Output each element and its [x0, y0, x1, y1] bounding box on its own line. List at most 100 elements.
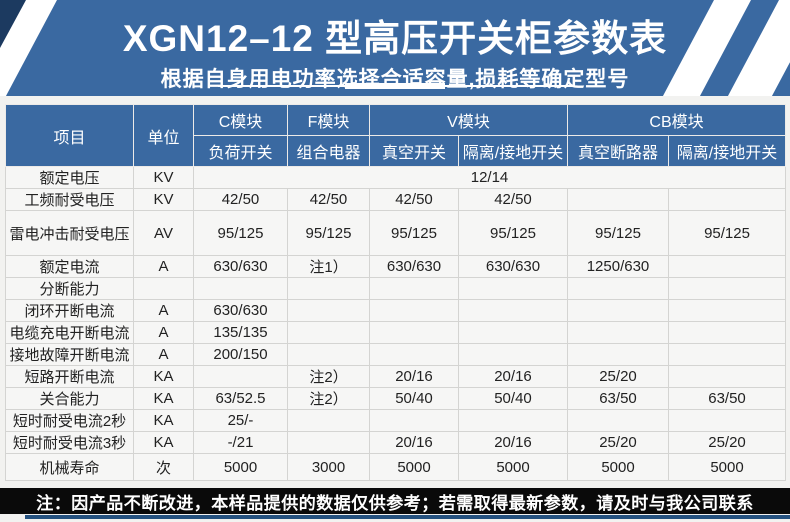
row-label: 闭环开断电流	[5, 299, 134, 322]
row-unit: KA	[133, 431, 194, 454]
table-row: 工频耐受电压 KV 42/50 42/50 42/50 42/50	[5, 188, 787, 211]
row-unit: 次	[133, 453, 194, 481]
cell-value: 42/50	[287, 188, 370, 211]
cell-value	[667, 299, 787, 322]
col-header-vacuum-switch: 真空开关	[369, 135, 459, 167]
cell-value	[567, 299, 669, 322]
cell-value	[287, 431, 370, 454]
table-row: 闭环开断电流 A 630/630	[5, 299, 787, 322]
cell-value	[567, 409, 669, 432]
cell-value: 63/50	[567, 387, 669, 410]
cell-value: 注2）	[287, 365, 370, 388]
col-header-load-switch: 负荷开关	[193, 135, 288, 167]
col-header-cb-isolation-earthing-switch: 隔离/接地开关	[667, 135, 787, 167]
table-row: 分断能力	[5, 277, 787, 300]
cell-value	[567, 277, 669, 300]
cell-value: 25/-	[193, 409, 288, 432]
col-header-v-isolation-earthing-switch: 隔离/接地开关	[458, 135, 568, 167]
row-unit: KA	[133, 365, 194, 388]
row-label: 工频耐受电压	[5, 188, 134, 211]
cell-value: 135/135	[193, 321, 288, 344]
row-label: 电缆充电开断电流	[5, 321, 134, 344]
banner: XGN12–12 型高压开关柜参数表 根据自身用电功率选择合适容量,损耗等确定型…	[0, 0, 790, 96]
cell-value	[667, 343, 787, 366]
page-title: XGN12–12 型高压开关柜参数表	[122, 18, 668, 59]
cell-value: 20/16	[458, 365, 568, 388]
cell-value: 63/52.5	[193, 387, 288, 410]
cell-value	[458, 409, 568, 432]
cell-value	[667, 188, 787, 211]
cell-value	[287, 299, 370, 322]
cell-value	[287, 277, 370, 300]
cell-value	[667, 321, 787, 344]
table-row: 额定电压 KV 12/14	[5, 166, 787, 189]
cell-value: 5000	[667, 453, 787, 481]
table-row: 短时耐受电流3秒 KA -/21 20/16 20/16 25/20 25/20	[5, 431, 787, 454]
cell-value: 630/630	[193, 255, 288, 278]
table-row: 关合能力 KA 63/52.5 注2） 50/40 50/40 63/50 63/50	[5, 387, 787, 410]
cell-value	[667, 365, 787, 388]
row-label: 额定电流	[5, 255, 134, 278]
cell-value	[567, 343, 669, 366]
cell-value: 42/50	[193, 188, 288, 211]
cell-value: 注2）	[287, 387, 370, 410]
row-unit: KA	[133, 409, 194, 432]
table-header: 项目 单位 C模块 F模块 V模块 CB模块 负荷开关 组合电器 真空开关 隔离…	[5, 104, 787, 167]
cell-value: 95/125	[567, 210, 669, 256]
cell-value: 95/125	[193, 210, 288, 256]
cell-value: 95/125	[287, 210, 370, 256]
row-unit: KA	[133, 387, 194, 410]
row-unit: KV	[133, 166, 194, 189]
cell-value: 50/40	[369, 387, 459, 410]
cell-value: 95/125	[369, 210, 459, 256]
cell-value: 5000	[193, 453, 288, 481]
row-unit: AV	[133, 210, 194, 256]
col-header-combined-apparatus: 组合电器	[287, 135, 370, 167]
cell-value: 20/16	[369, 365, 459, 388]
cell-value	[193, 365, 288, 388]
cell-value	[287, 343, 370, 366]
footer-notice-text: 注：因产品不断改进，本样品提供的数据仅供参考；若需取得最新参数，请及时与我公司联…	[36, 493, 754, 513]
table-row: 短时耐受电流2秒 KA 25/-	[5, 409, 787, 432]
row-unit: A	[133, 255, 194, 278]
bottom-accent-line	[25, 515, 790, 519]
row-label: 接地故障开断电流	[5, 343, 134, 366]
col-header-f-module: F模块	[287, 104, 370, 136]
cell-value: 42/50	[369, 188, 459, 211]
parameters-table: 项目 单位 C模块 F模块 V模块 CB模块 负荷开关 组合电器 真空开关 隔离…	[5, 104, 787, 481]
table-row: 接地故障开断电流 A 200/150	[5, 343, 787, 366]
cell-value	[667, 255, 787, 278]
cell-value	[369, 299, 459, 322]
col-header-v-module: V模块	[369, 104, 568, 136]
cell-value: 630/630	[369, 255, 459, 278]
row-label: 额定电压	[5, 166, 134, 189]
cell-value	[567, 321, 669, 344]
cell-value: 5000	[567, 453, 669, 481]
row-unit: A	[133, 299, 194, 322]
row-unit	[133, 277, 194, 300]
row-label: 雷电冲击耐受电压	[5, 210, 134, 256]
cell-value-merged: 12/14	[192, 166, 787, 189]
cell-value	[567, 188, 669, 211]
title-divider	[218, 83, 572, 89]
cell-value: 42/50	[458, 188, 568, 211]
cell-value	[369, 277, 459, 300]
cell-value: 20/16	[369, 431, 459, 454]
row-unit: A	[133, 343, 194, 366]
row-label: 短时耐受电流3秒	[5, 431, 134, 454]
cell-value: 5000	[458, 453, 568, 481]
table-row: 短路开断电流 KA 注2） 20/16 20/16 25/20	[5, 365, 787, 388]
cell-value	[667, 277, 787, 300]
col-header-cb-module: CB模块	[566, 104, 787, 136]
cell-value	[458, 343, 568, 366]
row-unit: A	[133, 321, 194, 344]
footer-notice-bar: 注：因产品不断改进，本样品提供的数据仅供参考；若需取得最新参数，请及时与我公司联…	[0, 488, 790, 514]
cell-value: 95/125	[458, 210, 568, 256]
cell-value	[458, 277, 568, 300]
cell-value: 200/150	[193, 343, 288, 366]
table-row: 额定电流 A 630/630 注1） 630/630 630/630 1250/630	[5, 255, 787, 278]
cell-value	[369, 409, 459, 432]
cell-value	[667, 409, 787, 432]
cell-value: 20/16	[458, 431, 568, 454]
